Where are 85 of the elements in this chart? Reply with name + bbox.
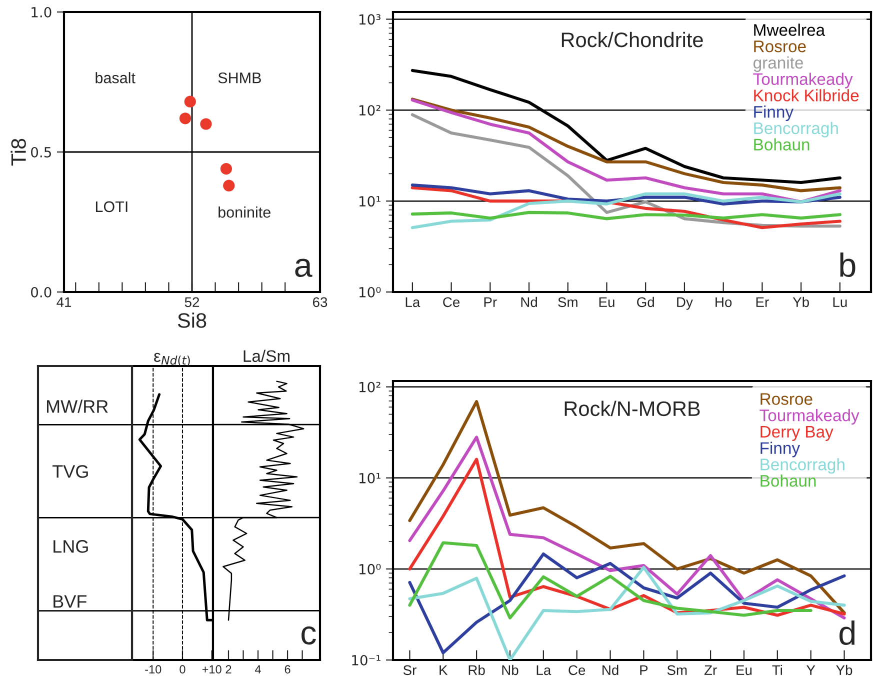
annotation: d [840,620,855,646]
x-tick-label: Nd [521,296,537,308]
y-tick-label: 10¹ [359,472,380,484]
y-tick-label: 0.0 [31,286,52,298]
point [184,96,196,108]
text: Derry Bay [760,426,834,441]
x-axis-title: Si8 [178,312,206,328]
y-tick-label: 10⁰ [359,286,381,298]
text: Rock/Chondrite [562,32,703,48]
x-tick-label: 0 [180,665,186,674]
x-tick-label: Ho [716,297,732,308]
text: TVG [52,465,88,478]
x-tick-label: 2 [226,665,232,674]
text: granite [754,56,804,72]
text: Bohaun [754,138,810,150]
x-tick-label: Rb [468,664,485,676]
x-tick-label: Yb [836,664,852,676]
x-tick-label: Pr [484,297,497,307]
x-tick-label: 52 [184,297,200,308]
y-tick-label: 10⁰ [359,564,381,574]
x-tick-label: Sm [667,665,687,676]
y-tick-label: 1.0 [32,6,52,18]
text: Knock Kilbride [754,89,859,102]
point [179,112,192,124]
annotation: SHMB [218,72,261,84]
x-tick-label: 41 [56,297,72,307]
annotation: LOTI [96,201,128,212]
x-tick-label: Zr [704,665,717,675]
x-tick-label: Dy [677,297,693,310]
x-tick-label: -10 [145,665,162,674]
text: Finny [760,442,800,458]
annotation: basalt [96,72,136,84]
y-tick-label: 10² [359,105,380,116]
annotation: c [302,626,316,645]
x-tick-label: Ti [772,664,782,675]
x-tick-label: 6 [284,665,290,674]
point [220,162,232,175]
x-tick-label: La [536,665,552,676]
x-tick-label: K [440,665,448,675]
x-tick-label: Eu [599,297,614,308]
x-tick-label: La [406,297,420,308]
text: Tourmakeady [753,72,853,88]
text: Bencorragh [760,458,844,474]
text: Bencorragh [754,122,838,138]
annotation: a [295,258,312,278]
y-tick-label: 10⁻¹ [352,654,380,666]
annotation: b [840,252,856,278]
x-tick-label: Yb [792,296,809,308]
text: BVF [54,595,86,608]
text: MW/RR [47,400,108,413]
line-series [408,541,812,620]
x-tick-label: 63 [312,297,328,308]
x-tick-label: Y [806,665,816,675]
chart-title: La/Sm [244,350,290,362]
text: Rosroe [760,393,812,405]
chart-title: ε$_{Nd(t)}$ [154,352,190,366]
text: Mweelrea [754,24,826,36]
text: Finny [754,106,794,122]
x-tick-label: Ce [568,665,586,676]
text: Rock/N-MORB [564,400,700,416]
x-tick-label: P [640,665,648,675]
point [223,180,235,192]
text: Bohaun [760,474,816,487]
x-tick-label: Sm [558,297,578,308]
x-tick-label: 4 [255,665,261,674]
x-tick-label: Gd [637,296,654,308]
x-tick-label: Nb [502,664,518,676]
y-tick-label: 10¹ [359,196,380,207]
text: Rosroe [754,40,806,52]
x-tick-label: Lu [833,297,847,308]
point [200,118,212,130]
line-series [410,210,842,220]
y-tick-label: 10³ [359,14,380,25]
x-tick-label: Er [756,297,769,307]
x-tick-label: Ce [443,297,460,308]
text: LNG [54,540,88,553]
x-tick-label: +10 [202,665,222,674]
x-tick-label: Nd [602,664,618,676]
x-tick-label: Eu [736,665,752,676]
y-axis-title: Ti8 [10,138,26,166]
y-tick-label: 0.5 [31,146,51,158]
annotation: boninite [218,206,270,218]
y-tick-label: 10² [359,382,380,392]
x-tick-label: Sr [403,665,416,676]
text: Tourmakeady [760,409,860,425]
